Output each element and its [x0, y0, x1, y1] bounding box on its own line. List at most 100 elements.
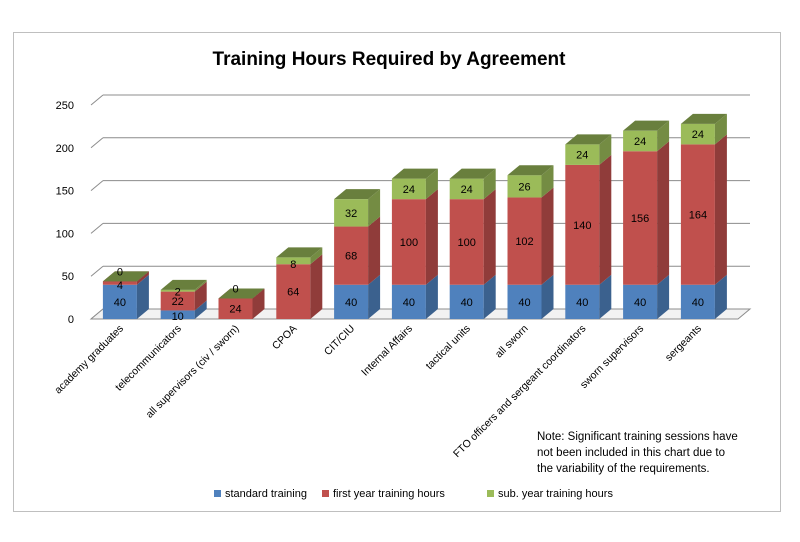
- bar-top-face: [391, 168, 438, 179]
- legend-swatch: [322, 490, 329, 497]
- bar-segment-side: [425, 189, 438, 285]
- data-label: 24: [692, 129, 704, 141]
- data-label: 32: [345, 208, 357, 220]
- legend-swatch: [487, 490, 494, 497]
- bar-segment: [680, 284, 715, 319]
- bar-segment-side: [541, 165, 554, 198]
- x-tick-label: tactical units: [423, 323, 472, 372]
- bar-top-face: [160, 279, 207, 290]
- bar-segment-side: [599, 274, 612, 319]
- legend-entry: sub. year training hours: [498, 488, 613, 500]
- bar-segment: [102, 284, 137, 319]
- stacked-bar-chart: Training Hours Required by Agreement 0 50…: [52, 49, 752, 500]
- x-tick-label: Internal Affairs: [359, 323, 415, 379]
- bar-segment: [507, 197, 542, 285]
- bar-segment: [391, 199, 426, 285]
- bar-segment-side: [310, 254, 323, 319]
- bar-segment-side: [194, 281, 207, 311]
- bar-segment-side: [714, 274, 727, 319]
- data-label: 24: [229, 304, 241, 316]
- bar-top-face: [218, 288, 265, 299]
- bar-segment: [334, 226, 369, 285]
- data-label: 0: [232, 283, 238, 295]
- data-label: 8: [290, 259, 296, 271]
- bar-top-face: [334, 189, 381, 200]
- data-label: 24: [576, 150, 588, 162]
- data-label: 64: [287, 287, 299, 299]
- bar-segment-side: [136, 271, 149, 285]
- bar-segment-side: [714, 134, 727, 285]
- bar-segment-side: [541, 274, 554, 319]
- bar-segment-side: [368, 216, 381, 285]
- note-line-3: the variability of the requirements.: [537, 463, 710, 475]
- bar-segment: [160, 291, 195, 311]
- bar-segment-side: [541, 187, 554, 285]
- bar-segment-side: [194, 279, 207, 292]
- bar-segment-side: [599, 134, 612, 165]
- data-label: 26: [518, 181, 530, 193]
- legend-entry: first year training hours: [333, 488, 445, 500]
- bar-segment: [449, 284, 484, 319]
- bar-segment-side: [483, 189, 496, 285]
- data-label: 40: [634, 297, 646, 309]
- bar-segment-side: [657, 120, 670, 152]
- bar-top-face: [680, 113, 727, 124]
- data-label: 40: [403, 297, 415, 309]
- data-label: 156: [631, 213, 649, 225]
- data-label: 10: [172, 311, 184, 323]
- data-label: 102: [515, 236, 533, 248]
- bar-segment: [276, 264, 311, 319]
- bar-segment-side: [425, 168, 438, 200]
- bar-segment-side: [136, 274, 149, 319]
- bar-segment: [334, 284, 369, 319]
- bar-segment: [160, 289, 195, 292]
- chart-frame: Training Hours Required by Agreement 0 50…: [13, 32, 781, 512]
- note-line-2: not been included in this chart due to: [537, 447, 725, 459]
- y-tick-label: 100: [56, 228, 74, 240]
- bar-top-face: [102, 271, 149, 282]
- bar-segment: [334, 199, 369, 227]
- data-label: 40: [114, 297, 126, 309]
- x-tick-label: all sworn: [493, 323, 531, 361]
- bar-segment: [623, 130, 658, 152]
- bar-segment: [218, 298, 253, 319]
- bar-top-face: [623, 120, 670, 131]
- bar-top-face: [449, 168, 496, 179]
- chart-title: Training Hours Required by Agreement: [213, 49, 567, 70]
- data-label: 24: [461, 184, 473, 196]
- data-label: 40: [518, 297, 530, 309]
- bar-segment: [507, 284, 542, 319]
- x-tick-label: CPOA: [270, 323, 300, 353]
- gridline-diag: [90, 137, 104, 149]
- bar-segment-side: [657, 141, 670, 285]
- data-label: 164: [689, 210, 707, 222]
- bar-segment: [507, 175, 542, 198]
- bar-segment: [276, 257, 311, 265]
- bar-segment-side: [657, 274, 670, 319]
- bar-segment-side: [368, 274, 381, 319]
- bar-top-face: [565, 134, 612, 145]
- bar-segment-side: [368, 189, 381, 227]
- bar-segment-side: [425, 274, 438, 319]
- data-label: 2: [175, 287, 181, 299]
- bar-top-face: [276, 247, 323, 258]
- bar-segment-side: [483, 168, 496, 200]
- y-tick-label: 200: [56, 143, 74, 155]
- bar-segment: [623, 284, 658, 319]
- gridline-diag: [90, 223, 104, 234]
- data-label: 100: [400, 237, 418, 249]
- gridline-diag: [90, 265, 104, 277]
- bar-segment: [565, 144, 600, 165]
- note-line-1: Note: Significant training sessions have: [537, 431, 738, 443]
- data-label: 40: [461, 297, 473, 309]
- data-label: 0: [117, 266, 123, 278]
- bar-segment: [623, 151, 658, 285]
- y-tick-label: 0: [68, 314, 74, 326]
- bar-segment: [391, 284, 426, 319]
- legend-entry: standard training: [225, 488, 307, 500]
- data-label: 40: [345, 297, 357, 309]
- y-axis: 0 50 100 150 200 250: [56, 100, 74, 326]
- bar-segment-side: [252, 288, 265, 319]
- x-tick-label: sworn supervisors: [578, 323, 646, 391]
